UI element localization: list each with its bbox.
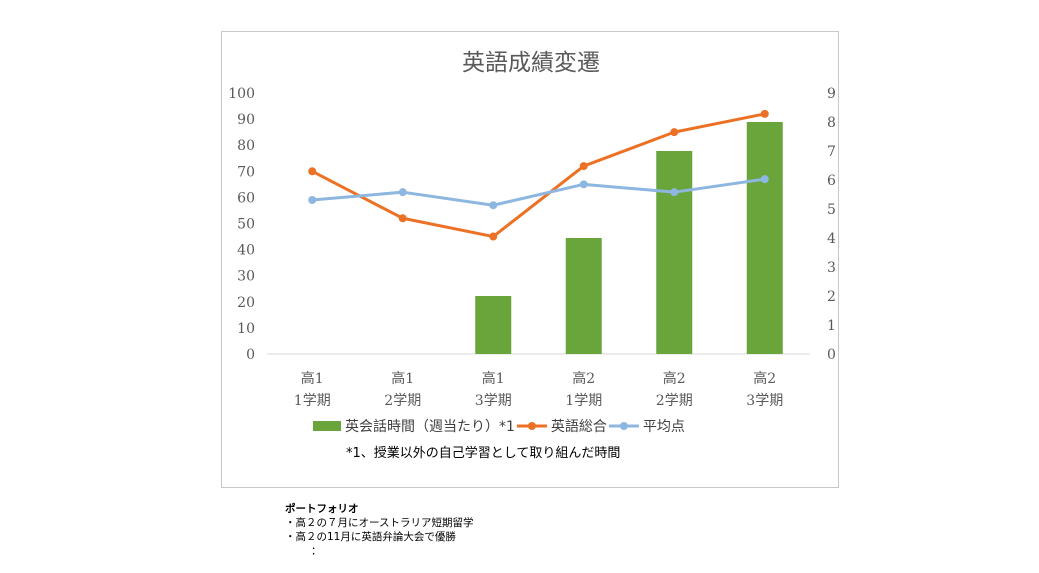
left-axis-tick-label: 70 [237,164,255,180]
bar [746,122,783,354]
bar [565,238,602,354]
left-axis-tick-label: 100 [228,86,255,102]
category-label-line1: 高1 [482,370,505,387]
data-point [579,180,588,189]
left-axis-tick-label: 50 [237,217,255,233]
data-point [579,162,588,171]
portfolio-section: ポートフォリオ ・高２の７月にオーストラリア短期留学 ・高２の11月に英語弁論大… [285,502,473,558]
left-axis-tick-label: 10 [237,321,255,337]
category-label-line1: 高1 [301,370,324,387]
right-axis-tick-label: 4 [827,231,836,247]
left-axis-tick-label: 90 [237,112,255,128]
portfolio-continuation: ： [311,545,322,557]
portfolio-item: ・高２の７月にオーストラリア短期留学 [285,517,474,529]
left-axis-tick-label: 0 [246,347,255,363]
legend-label: 英会話時間（週当たり）*1 [345,418,515,435]
category-label-line1: 高2 [753,370,776,387]
left-axis-tick-label: 20 [237,295,255,311]
legend-marker [527,422,536,430]
series-line [312,177,765,207]
right-axis-tick-label: 6 [827,173,836,189]
x-axis-categories: 高1 1学期 高1 2学期 高1 3学期 高2 1学期 高2 2学期 高2 3学期 [294,370,783,409]
category-label-line1: 高2 [572,370,595,387]
right-axis-tick-label: 2 [827,289,836,305]
right-axis-tick-label: 5 [827,202,836,218]
right-axis-tick-label: 8 [827,115,836,131]
category-label-line2: 1学期 [294,393,331,409]
data-point [670,188,679,197]
data-point [308,167,317,176]
right-axis-tick-label: 1 [827,318,836,334]
category-label-line2: 3学期 [746,393,783,409]
right-axis-tick-label: 0 [827,347,836,363]
bar-series [475,122,783,354]
right-axis: 0 1 2 3 4 5 6 7 8 9 [827,86,836,363]
left-axis-tick-label: 30 [237,269,255,285]
category-label-line1: 高2 [663,370,686,387]
right-axis-tick-label: 7 [827,144,836,160]
data-point [398,214,407,223]
chart-title: 英語成績変遷 [462,50,600,76]
data-point [489,201,498,210]
chart-container: 英語成績変遷 0 10 20 30 40 50 60 70 80 90 100 0 1 2 3 4 5 6 7 8 9… [221,31,839,488]
left-axis-tick-label: 60 [237,190,255,206]
chart-footnote: *1、授業以外の自己学習として取り組んだ時間 [346,445,620,461]
category-label-line2: 3学期 [475,393,512,409]
data-point [398,188,407,197]
category-label-line2: 1学期 [565,393,602,409]
legend: 英会話時間（週当たり）*1 英語総合 平均点 [313,418,685,435]
bar [475,296,512,354]
category-label-line2: 2学期 [656,393,693,409]
legend-label: 平均点 [643,419,685,435]
category-label-line2: 2学期 [384,393,421,409]
chart-svg: 英語成績変遷 0 10 20 30 40 50 60 70 80 90 100 0 1 2 3 4 5 6 7 8 9… [228,50,836,461]
left-axis-tick-label: 80 [237,138,255,154]
legend-marker [619,422,628,430]
category-label-line1: 高1 [391,370,414,387]
data-point [670,128,679,137]
legend-label: 英語総合 [551,418,607,435]
left-axis-tick-label: 40 [237,243,255,259]
right-axis-tick-label: 9 [827,86,836,102]
legend-swatch [313,421,341,431]
line-series [308,109,769,241]
data-point [760,175,769,184]
portfolio-title: ポートフォリオ [285,503,359,515]
data-point [308,196,317,205]
right-axis-tick-label: 3 [827,260,836,276]
bar [656,151,693,354]
left-axis: 0 10 20 30 40 50 60 70 80 90 100 [228,86,255,363]
series-line [311,112,766,239]
portfolio-item: ・高２の11月に英語弁論大会で優勝 [285,531,456,543]
data-point [489,232,498,241]
data-point [760,109,769,118]
